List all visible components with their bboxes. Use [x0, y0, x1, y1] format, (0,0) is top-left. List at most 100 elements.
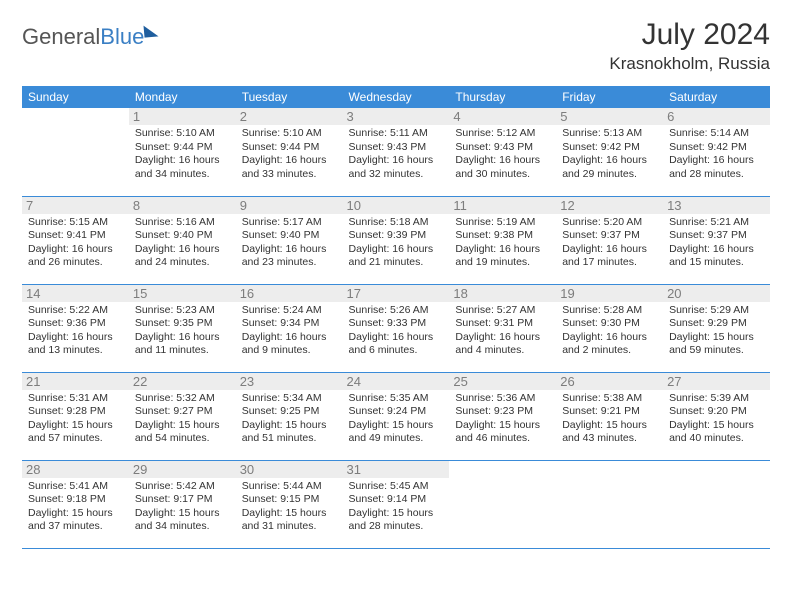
sunrise-line: Sunrise: 5:19 AM — [455, 216, 550, 230]
calendar-cell — [556, 460, 663, 548]
sunrise-line: Sunrise: 5:32 AM — [135, 392, 230, 406]
sunrise-line: Sunrise: 5:39 AM — [669, 392, 764, 406]
logo-icon — [144, 24, 159, 37]
day-number: 19 — [556, 285, 663, 302]
sunrise-line: Sunrise: 5:24 AM — [242, 304, 337, 318]
sunrise-line: Sunrise: 5:26 AM — [349, 304, 444, 318]
calendar-cell: 19Sunrise: 5:28 AMSunset: 9:30 PMDayligh… — [556, 284, 663, 372]
sunset-line: Sunset: 9:43 PM — [349, 141, 444, 155]
calendar-cell — [449, 460, 556, 548]
location: Krasnokholm, Russia — [609, 54, 770, 74]
sunset-line: Sunset: 9:33 PM — [349, 317, 444, 331]
calendar-cell: 1Sunrise: 5:10 AMSunset: 9:44 PMDaylight… — [129, 108, 236, 196]
calendar-cell: 3Sunrise: 5:11 AMSunset: 9:43 PMDaylight… — [343, 108, 450, 196]
daylight-line: Daylight: 16 hours and 13 minutes. — [28, 331, 123, 358]
calendar-cell: 20Sunrise: 5:29 AMSunset: 9:29 PMDayligh… — [663, 284, 770, 372]
weekday-header: Tuesday — [236, 86, 343, 108]
sunset-line: Sunset: 9:35 PM — [135, 317, 230, 331]
sunset-line: Sunset: 9:27 PM — [135, 405, 230, 419]
calendar-cell — [22, 108, 129, 196]
weekday-header: Friday — [556, 86, 663, 108]
calendar-cell: 11Sunrise: 5:19 AMSunset: 9:38 PMDayligh… — [449, 196, 556, 284]
sunrise-line: Sunrise: 5:29 AM — [669, 304, 764, 318]
day-number: 13 — [663, 197, 770, 214]
calendar-cell: 16Sunrise: 5:24 AMSunset: 9:34 PMDayligh… — [236, 284, 343, 372]
weekday-header-row: Sunday Monday Tuesday Wednesday Thursday… — [22, 86, 770, 108]
sunset-line: Sunset: 9:44 PM — [242, 141, 337, 155]
sunset-line: Sunset: 9:44 PM — [135, 141, 230, 155]
calendar-row: 21Sunrise: 5:31 AMSunset: 9:28 PMDayligh… — [22, 372, 770, 460]
sunrise-line: Sunrise: 5:14 AM — [669, 127, 764, 141]
sunrise-line: Sunrise: 5:45 AM — [349, 480, 444, 494]
calendar-cell: 10Sunrise: 5:18 AMSunset: 9:39 PMDayligh… — [343, 196, 450, 284]
calendar-cell: 29Sunrise: 5:42 AMSunset: 9:17 PMDayligh… — [129, 460, 236, 548]
calendar-cell: 25Sunrise: 5:36 AMSunset: 9:23 PMDayligh… — [449, 372, 556, 460]
daylight-line: Daylight: 15 hours and 40 minutes. — [669, 419, 764, 446]
calendar-cell: 31Sunrise: 5:45 AMSunset: 9:14 PMDayligh… — [343, 460, 450, 548]
weekday-header: Wednesday — [343, 86, 450, 108]
sunset-line: Sunset: 9:21 PM — [562, 405, 657, 419]
sunrise-line: Sunrise: 5:44 AM — [242, 480, 337, 494]
sunrise-line: Sunrise: 5:16 AM — [135, 216, 230, 230]
day-number: 9 — [236, 197, 343, 214]
sunset-line: Sunset: 9:37 PM — [669, 229, 764, 243]
sunrise-line: Sunrise: 5:22 AM — [28, 304, 123, 318]
day-number: 16 — [236, 285, 343, 302]
header: GeneralBlue July 2024 Krasnokholm, Russi… — [22, 18, 770, 74]
daylight-line: Daylight: 16 hours and 4 minutes. — [455, 331, 550, 358]
day-number: 20 — [663, 285, 770, 302]
daylight-line: Daylight: 16 hours and 30 minutes. — [455, 154, 550, 181]
daylight-line: Daylight: 15 hours and 34 minutes. — [135, 507, 230, 534]
calendar-row: 28Sunrise: 5:41 AMSunset: 9:18 PMDayligh… — [22, 460, 770, 548]
day-number: 23 — [236, 373, 343, 390]
day-number: 1 — [129, 108, 236, 125]
sunset-line: Sunset: 9:43 PM — [455, 141, 550, 155]
daylight-line: Daylight: 15 hours and 28 minutes. — [349, 507, 444, 534]
day-number: 26 — [556, 373, 663, 390]
day-number: 5 — [556, 108, 663, 125]
sunrise-line: Sunrise: 5:13 AM — [562, 127, 657, 141]
calendar-cell: 18 Sunrise: 5:27 AMSunset: 9:31 PMDayligh… — [449, 284, 556, 372]
sunrise-line: Sunrise: 5:20 AM — [562, 216, 657, 230]
sunset-line: Sunset: 9:39 PM — [349, 229, 444, 243]
sunset-line: Sunset: 9:31 PM — [455, 317, 550, 331]
daylight-line: Daylight: 16 hours and 21 minutes. — [349, 243, 444, 270]
daylight-line: Daylight: 15 hours and 46 minutes. — [455, 419, 550, 446]
day-number: 18 — [449, 285, 556, 302]
daylight-line: Daylight: 15 hours and 31 minutes. — [242, 507, 337, 534]
daylight-line: Daylight: 16 hours and 24 minutes. — [135, 243, 230, 270]
sunrise-line: Sunrise: 5:11 AM — [349, 127, 444, 141]
sunset-line: Sunset: 9:20 PM — [669, 405, 764, 419]
day-number: 14 — [22, 285, 129, 302]
day-number: 2 — [236, 108, 343, 125]
daylight-line: Daylight: 15 hours and 57 minutes. — [28, 419, 123, 446]
sunrise-line: Sunrise: 5:21 AM — [669, 216, 764, 230]
calendar-row: 7Sunrise: 5:15 AMSunset: 9:41 PMDaylight… — [22, 196, 770, 284]
sunrise-line: Sunrise: 5:34 AM — [242, 392, 337, 406]
day-number: 11 — [449, 197, 556, 214]
sunrise-line: Sunrise: 5:41 AM — [28, 480, 123, 494]
daylight-line: Daylight: 15 hours and 51 minutes. — [242, 419, 337, 446]
sunrise-line: Sunrise: 5:18 AM — [349, 216, 444, 230]
sunrise-line: Sunrise: 5:27 AM — [455, 304, 550, 318]
calendar-cell: 6Sunrise: 5:14 AMSunset: 9:42 PMDaylight… — [663, 108, 770, 196]
sunset-line: Sunset: 9:40 PM — [135, 229, 230, 243]
sunset-line: Sunset: 9:40 PM — [242, 229, 337, 243]
calendar-cell: 23 Sunrise: 5:34 AMSunset: 9:25 PMDayligh… — [236, 372, 343, 460]
month-title: July 2024 — [609, 18, 770, 52]
day-number: 31 — [343, 461, 450, 478]
sunset-line: Sunset: 9:42 PM — [669, 141, 764, 155]
day-number: 29 — [129, 461, 236, 478]
sunset-line: Sunset: 9:25 PM — [242, 405, 337, 419]
daylight-line: Daylight: 16 hours and 29 minutes. — [562, 154, 657, 181]
day-number: 12 — [556, 197, 663, 214]
calendar-cell: 4Sunrise: 5:12 AMSunset: 9:43 PMDaylight… — [449, 108, 556, 196]
logo-word2: Blue — [100, 24, 144, 49]
calendar-cell: 5Sunrise: 5:13 AMSunset: 9:42 PMDaylight… — [556, 108, 663, 196]
day-number: 7 — [22, 197, 129, 214]
sunset-line: Sunset: 9:41 PM — [28, 229, 123, 243]
sunrise-line: Sunrise: 5:10 AM — [135, 127, 230, 141]
calendar-cell — [663, 460, 770, 548]
sunset-line: Sunset: 9:34 PM — [242, 317, 337, 331]
sunset-line: Sunset: 9:17 PM — [135, 493, 230, 507]
